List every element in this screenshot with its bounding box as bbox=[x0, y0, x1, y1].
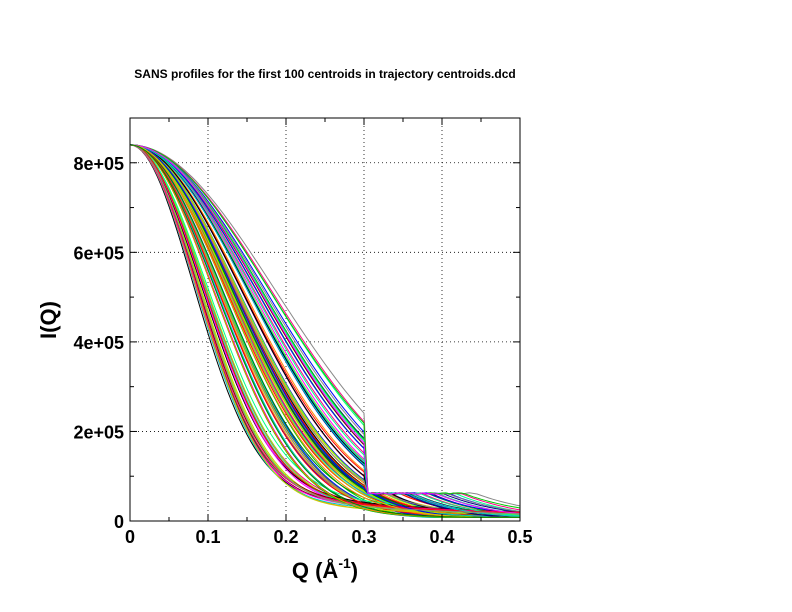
x-axis-title-sup: -1 bbox=[338, 555, 351, 571]
y-tick-label: 6e+05 bbox=[73, 243, 124, 263]
sans-profile-curve bbox=[129, 144, 521, 515]
y-tick-label: 2e+05 bbox=[73, 422, 124, 442]
sans-profile-curve bbox=[129, 144, 521, 515]
sans-profile-curve bbox=[129, 144, 521, 509]
curve-group bbox=[129, 144, 521, 518]
sans-profile-curve bbox=[129, 144, 520, 518]
tick-group: 0 0.1 0.2 0.3 0.4 0.5 0 2e+05 4e+05 6e+05 8e+05 bbox=[73, 118, 533, 547]
sans-profile-curve bbox=[129, 144, 521, 514]
sans-profile-curve bbox=[129, 144, 521, 516]
x-tick-label: 0.3 bbox=[351, 527, 376, 547]
sans-profile-curve bbox=[129, 144, 520, 518]
x-tick-label: 0.1 bbox=[195, 527, 220, 547]
sans-profile-curve bbox=[129, 144, 521, 515]
x-tick-label: 0.4 bbox=[429, 527, 454, 547]
y-tick-label: 4e+05 bbox=[73, 333, 124, 353]
sans-profile-curve bbox=[129, 144, 521, 516]
y-tick-label: 8e+05 bbox=[73, 154, 124, 174]
sans-profile-curve bbox=[129, 144, 521, 513]
x-axis-title-close: ) bbox=[351, 558, 358, 583]
x-tick-label: 0 bbox=[125, 527, 135, 547]
y-tick-label: 0 bbox=[114, 512, 124, 532]
sans-profile-curve bbox=[129, 144, 521, 513]
sans-profile-curve bbox=[129, 144, 521, 512]
x-tick-label: 0.2 bbox=[273, 527, 298, 547]
chart-title: SANS profiles for the first 100 centroid… bbox=[134, 67, 515, 81]
x-tick-label: 0.5 bbox=[507, 527, 532, 547]
x-axis-title: Q (Å-1) bbox=[292, 555, 358, 583]
sans-profile-curve bbox=[129, 144, 521, 517]
sans-profile-curve bbox=[129, 144, 521, 516]
x-axis-title-main: Q (Å bbox=[292, 557, 339, 583]
y-axis-title: I(Q) bbox=[36, 301, 61, 339]
